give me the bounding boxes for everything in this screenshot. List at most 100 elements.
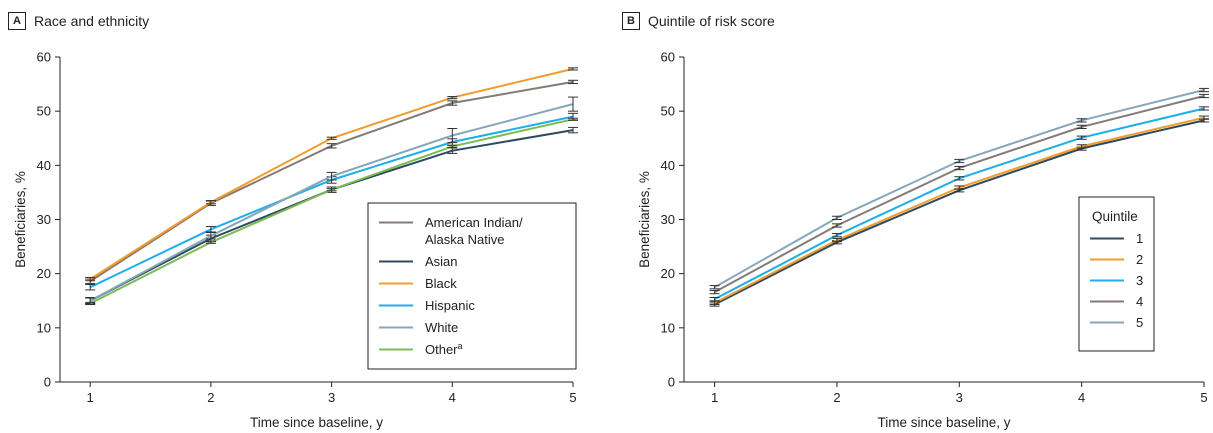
panel-a-legend: American Indian/Alaska Native Asian Black H… xyxy=(367,202,577,370)
panel-a-y-tick-label: 40 xyxy=(37,158,51,173)
panel-a-error-bar xyxy=(326,143,337,149)
panel-b-y-tick-label: 30 xyxy=(661,212,675,227)
panel-a-legend-label: Black xyxy=(425,276,457,291)
panel-b-error-bar xyxy=(1076,144,1087,149)
panel-b-legend-label: 4 xyxy=(1136,294,1143,309)
panel-b-error-bar xyxy=(709,285,720,290)
panel-a-legend-label: Hispanic xyxy=(425,298,475,313)
panel-a-legend-label: Asian xyxy=(425,254,458,269)
panel-b-legend-label: 2 xyxy=(1136,252,1143,267)
panel-a-x-tick-label: 2 xyxy=(207,390,214,405)
panel-a-y-tick-label: 50 xyxy=(37,104,51,119)
panel-b-error-bar xyxy=(954,165,965,171)
panel-b-error-bar xyxy=(954,158,965,164)
panel-b-series-1 xyxy=(709,115,1209,306)
panel-b-y-tick-label: 10 xyxy=(661,320,675,335)
panel-a-error-bar xyxy=(326,136,337,140)
panel-b-letter: B xyxy=(622,12,640,30)
panel-a-error-bar xyxy=(205,226,216,233)
panel-a-x-tick-label: 5 xyxy=(569,390,576,405)
panel-b-error-bar xyxy=(1199,115,1209,120)
panel-b-y-tick-label: 40 xyxy=(661,158,675,173)
panel-b-series-4 xyxy=(709,87,1209,290)
panel-b-legend-item: 5 xyxy=(1090,315,1143,330)
panel-a-legend-item: Black xyxy=(379,276,457,291)
panel-b-error-bar xyxy=(831,223,842,228)
panel-b-error-bar xyxy=(709,300,720,306)
panel-a-y-tick-label: 60 xyxy=(37,50,51,65)
panel-b-error-bar xyxy=(831,237,842,243)
panel-b-error-bar xyxy=(1199,87,1209,93)
panel-b-legend-box xyxy=(1078,196,1155,352)
panel-a-header: A Race and ethnicity xyxy=(8,10,149,32)
panel-b-header: B Quintile of risk score xyxy=(622,10,775,32)
panel-b-legend: Quintile 1 2 3 4 5 xyxy=(1078,196,1155,352)
panel-b-x-tick-label: 3 xyxy=(956,390,963,405)
panel-a-x-tick-label: 1 xyxy=(87,390,94,405)
panel-b-x-tick-label: 5 xyxy=(1200,390,1207,405)
panel-b-legend-title: Quintile xyxy=(1092,209,1138,224)
panel-a-series-2 xyxy=(85,67,578,282)
panel-a-error-bar xyxy=(568,126,578,134)
panel-a-error-bar xyxy=(205,240,216,244)
panel-b-legend-item: 1 xyxy=(1090,231,1143,246)
panel-a-x-axis-title: Time since baseline, y xyxy=(250,415,383,430)
panel-a-error-bar xyxy=(85,284,96,291)
panel-a-error-bar xyxy=(568,96,578,112)
panel-b-y-tick-label: 20 xyxy=(661,266,675,281)
panel-a-y-axis-title: Beneficiaries, % xyxy=(13,171,28,268)
panel-b-error-bar xyxy=(1076,135,1087,140)
panel-a-error-bar xyxy=(85,276,96,282)
panel-a-error-bar xyxy=(447,128,458,144)
panel-a-y-tick-label: 30 xyxy=(37,212,51,227)
panel-a-y-tick-label: 10 xyxy=(37,320,51,335)
panel-a-y-tick-label: 20 xyxy=(37,266,51,281)
panel-a-legend-label: American Indian/ xyxy=(425,215,523,230)
panel-b-error-bar xyxy=(831,215,842,220)
panel-a-error-bar xyxy=(447,144,458,148)
panel-b-y-tick-label: 50 xyxy=(661,104,675,119)
panel-b-error-bar xyxy=(709,297,720,302)
panel-b-legend-item: 3 xyxy=(1090,273,1143,288)
panel-a-title: Race and ethnicity xyxy=(34,13,150,29)
panel-b-legend-label: 1 xyxy=(1136,231,1143,246)
panel-a-error-bar xyxy=(326,188,337,192)
panel-a-legend-item: Othera xyxy=(379,341,463,357)
panel-a-error-bar xyxy=(568,67,578,71)
panel-a-legend-item: Hispanic xyxy=(379,298,475,313)
panel-b-legend-item: 2 xyxy=(1090,252,1143,267)
panel-a-legend-superscript: a xyxy=(458,341,463,351)
panel-a-x-tick-label: 3 xyxy=(328,390,335,405)
panel-a-legend-item: Asian xyxy=(379,254,458,269)
panel-a-series-5 xyxy=(85,117,578,306)
panel-a-error-bar xyxy=(568,117,578,121)
panel-a-error-bar xyxy=(205,200,216,205)
panel-b-x-axis-title: Time since baseline, y xyxy=(877,415,1010,430)
panel-a-series-4 xyxy=(85,96,578,304)
panel-b-y-tick-label: 0 xyxy=(668,375,675,390)
panel-a-error-bar xyxy=(447,100,458,106)
panel-b-plot: 0 10 20 30 40 50 60 1 2 3 4 5 Time since baseline, y… xyxy=(637,50,1209,430)
panel-a-error-bar xyxy=(568,79,578,85)
panel-b-error-bar xyxy=(1199,93,1209,99)
panel-a-legend-label: White xyxy=(425,320,458,335)
panel-b-title: Quintile of risk score xyxy=(648,13,775,29)
panel-b-error-bar xyxy=(1076,118,1087,123)
panel-a-legend-box xyxy=(367,202,577,370)
panel-b-legend-item: 4 xyxy=(1090,294,1143,309)
panel-b-x-tick-label: 4 xyxy=(1078,390,1085,405)
panel-a-error-bar xyxy=(326,171,337,181)
panel-a-legend-label: Alaska Native xyxy=(425,232,504,247)
panel-b-x-tick-label: 1 xyxy=(711,390,718,405)
panel-b-series-2 xyxy=(709,106,1209,302)
panel-b-legend-label: 3 xyxy=(1136,273,1143,288)
panel-b-error-bar xyxy=(1199,106,1209,111)
panel-a-error-bar xyxy=(205,232,216,240)
panel-b-error-bar xyxy=(1076,124,1087,129)
panel-b-error-bar xyxy=(954,176,965,181)
panel-a-error-bar xyxy=(447,96,458,100)
panel-b-error-bar xyxy=(954,185,965,190)
panel-b-error-bar xyxy=(709,289,720,295)
panel-a-legend-item: American Indian/Alaska Native xyxy=(379,215,523,247)
